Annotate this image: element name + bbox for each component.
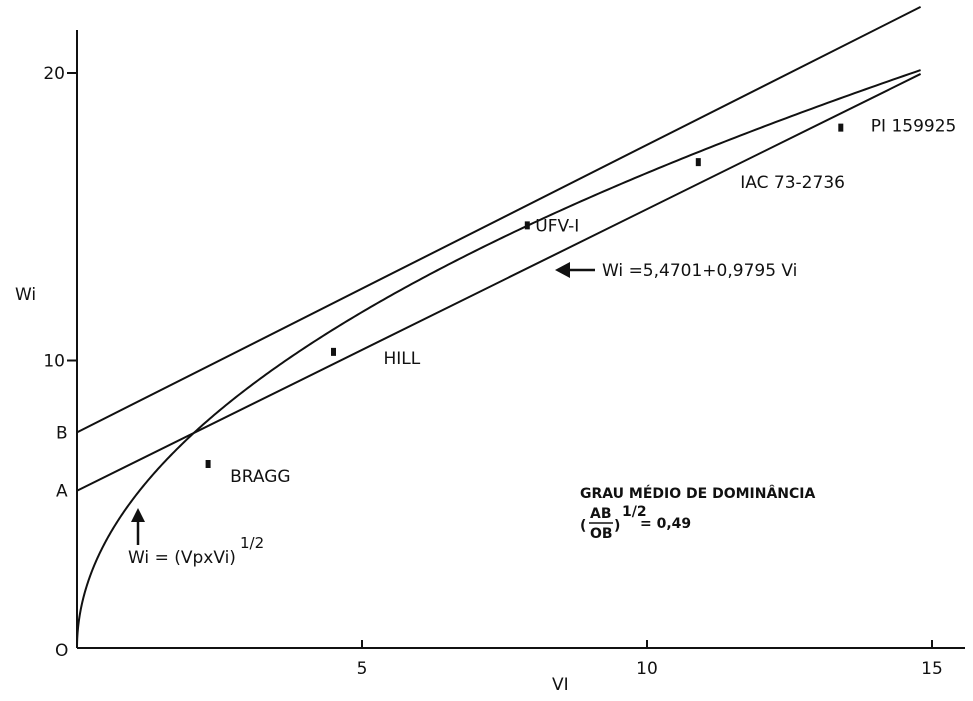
regression-annotation: Wi =5,4701+0,9795 Vi	[555, 261, 797, 281]
x-axis-label: VI	[552, 675, 569, 695]
y-axis-label: Wi	[15, 285, 36, 305]
y-ticks: 10 20	[43, 64, 77, 372]
dominance-title: GRAU MÉDIO DE DOMINÂNCIA	[580, 485, 815, 502]
data-point	[331, 347, 336, 356]
origin-label: O	[55, 641, 68, 661]
tangent-line	[76, 5, 922, 434]
limit-curve	[76, 69, 921, 649]
curve-equation: Wi = (VpxVi)	[128, 548, 236, 568]
x-ticks: 5 10 15	[357, 640, 943, 679]
curve-annotation: Wi = (VpxVi) 1/2	[128, 508, 264, 568]
curve-exponent: 1/2	[240, 534, 264, 552]
point-label: HILL	[384, 349, 421, 369]
dominance-denominator: OB	[590, 526, 613, 542]
regression-equation: Wi =5,4701+0,9795 Vi	[602, 261, 797, 281]
y-tick-label: 10	[43, 352, 65, 372]
point-label: UFV-I	[535, 216, 579, 236]
dominance-numerator: AB	[590, 506, 612, 522]
x-tick-label: 10	[636, 659, 658, 679]
x-tick-label: 5	[357, 659, 368, 679]
point-label: BRAGG	[230, 467, 290, 487]
regression-line	[76, 73, 922, 492]
data-point	[205, 460, 211, 468]
dominance-close-paren: )	[614, 518, 620, 534]
data-points: BRAGG HILL UFV-I IAC 73-2736 PI 159925	[205, 117, 957, 487]
data-point	[524, 221, 530, 230]
intercept-label-a: A	[56, 482, 68, 502]
x-tick-label: 15	[921, 659, 943, 679]
intercept-label-b: B	[56, 423, 68, 443]
dominance-note: GRAU MÉDIO DE DOMINÂNCIA ( AB OB ) 1/2 =…	[580, 485, 815, 542]
dominance-exponent: 1/2	[622, 504, 647, 520]
y-tick-label: 20	[43, 64, 65, 84]
arrow-left-head-icon	[555, 262, 570, 278]
point-label: IAC 73-2736	[740, 173, 845, 193]
data-point	[695, 158, 701, 167]
point-label: PI 159925	[871, 117, 957, 137]
arrow-up-head-icon	[131, 508, 145, 522]
data-point	[838, 123, 844, 132]
dominance-value: = 0,49	[640, 516, 691, 532]
dominance-open-paren: (	[580, 518, 586, 534]
